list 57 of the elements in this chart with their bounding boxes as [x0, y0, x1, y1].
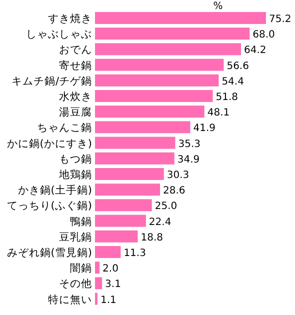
data-label: 41.9 [193, 123, 216, 134]
y-tick-label: しゃぶしゃぶ [26, 28, 92, 41]
bar [95, 277, 102, 290]
y-tick-label: 地鶏鍋 [58, 168, 92, 181]
bar [95, 43, 241, 56]
y-tick-label: かき鍋(土手鍋) [18, 184, 92, 197]
data-label: 25.0 [154, 201, 178, 212]
data-label: 34.9 [177, 154, 200, 166]
y-tick-label: 豆乳鍋 [59, 230, 92, 244]
bar [95, 106, 204, 118]
bar [95, 121, 190, 134]
y-tick-label: 鴨鍋 [70, 216, 92, 228]
y-tick-label: キムチ鍋/チゲ鍋 [11, 75, 92, 88]
data-label: 64.2 [244, 45, 266, 56]
y-tick-label: 湯豆腐 [59, 106, 92, 119]
data-label: 54.4 [222, 76, 244, 88]
y-tick-label: もつ鍋 [59, 153, 92, 166]
data-label: 51.8 [216, 92, 238, 103]
data-label: 56.6 [226, 60, 249, 72]
bar [95, 90, 213, 102]
data-label: 11.3 [124, 248, 146, 259]
data-label: 22.4 [148, 216, 172, 228]
data-label: 18.8 [140, 232, 164, 244]
y-tick-label: おでん [59, 44, 92, 56]
y-tick-label: みぞれ鍋(雪見鍋) [6, 247, 92, 259]
bar [95, 246, 121, 258]
y-tick-label: ちゃんこ鍋 [37, 122, 92, 134]
y-tick-label: 特に無い [48, 294, 92, 306]
bar [95, 12, 266, 24]
data-label: 1.1 [100, 294, 116, 306]
bar [95, 199, 152, 212]
data-label: 68.0 [252, 30, 275, 41]
bar [95, 136, 176, 149]
data-label: 30.3 [166, 170, 190, 181]
data-label: 28.6 [163, 186, 186, 197]
y-tick-label: すき焼き [48, 13, 92, 25]
data-label: 48.1 [207, 108, 230, 119]
y-tick-label: その他 [59, 278, 92, 290]
data-label: 75.2 [269, 14, 292, 25]
bar [95, 58, 224, 71]
bar [95, 184, 160, 196]
y-tick-label: 闇鍋 [70, 262, 92, 275]
data-label: 3.1 [105, 279, 121, 290]
bar [95, 168, 164, 180]
x-axis-title: % [213, 1, 223, 12]
bar [95, 74, 219, 86]
y-tick-label: てっちり(ふぐ鍋) [6, 200, 92, 212]
bar [95, 262, 100, 274]
y-tick-label: 寄せ鍋 [59, 58, 92, 72]
y-tick-label: 水炊き [59, 90, 92, 103]
data-label: 35.3 [178, 138, 201, 150]
y-tick-label: かに鍋(かにすき) [6, 138, 92, 150]
bar [95, 152, 174, 164]
data-label: 2.0 [102, 264, 118, 275]
bar [95, 230, 138, 242]
bar [95, 28, 250, 40]
bar [95, 214, 146, 227]
